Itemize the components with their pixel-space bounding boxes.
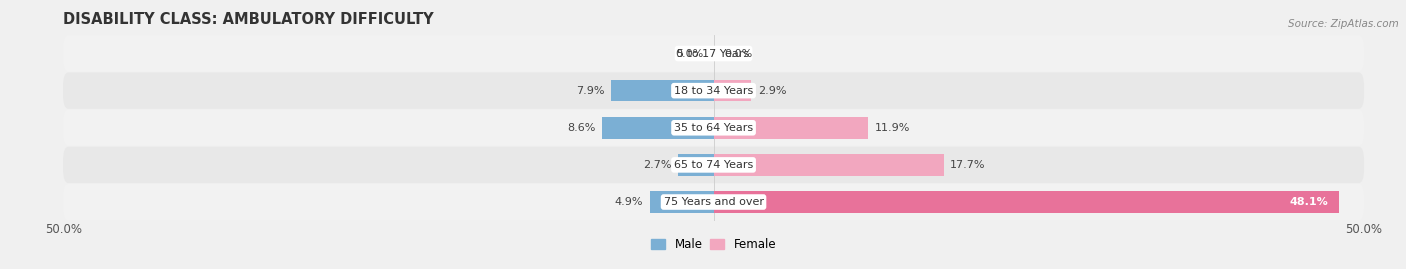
Text: 65 to 74 Years: 65 to 74 Years: [673, 160, 754, 170]
Text: 35 to 64 Years: 35 to 64 Years: [673, 123, 754, 133]
FancyBboxPatch shape: [63, 184, 1364, 220]
Bar: [713, 80, 751, 101]
FancyBboxPatch shape: [63, 109, 1364, 146]
Bar: [602, 117, 713, 139]
FancyBboxPatch shape: [63, 35, 1364, 72]
Text: 5 to 17 Years: 5 to 17 Years: [678, 48, 749, 59]
FancyBboxPatch shape: [63, 72, 1364, 109]
Bar: [610, 80, 713, 101]
Text: 0.0%: 0.0%: [675, 48, 703, 59]
Text: 11.9%: 11.9%: [875, 123, 910, 133]
Text: DISABILITY CLASS: AMBULATORY DIFFICULTY: DISABILITY CLASS: AMBULATORY DIFFICULTY: [63, 12, 434, 27]
Bar: [679, 154, 713, 176]
Legend: Male, Female: Male, Female: [647, 233, 780, 256]
Text: 4.9%: 4.9%: [614, 197, 644, 207]
Text: 75 Years and over: 75 Years and over: [664, 197, 763, 207]
Text: 8.6%: 8.6%: [567, 123, 595, 133]
Text: 2.7%: 2.7%: [644, 160, 672, 170]
Text: 18 to 34 Years: 18 to 34 Years: [673, 86, 754, 96]
Text: 7.9%: 7.9%: [576, 86, 605, 96]
Bar: [713, 154, 943, 176]
Text: 17.7%: 17.7%: [950, 160, 986, 170]
Text: 48.1%: 48.1%: [1289, 197, 1329, 207]
Text: 2.9%: 2.9%: [758, 86, 786, 96]
FancyBboxPatch shape: [63, 147, 1364, 183]
Bar: [713, 191, 1339, 213]
Bar: [713, 117, 869, 139]
Text: Source: ZipAtlas.com: Source: ZipAtlas.com: [1288, 19, 1399, 29]
Text: 0.0%: 0.0%: [724, 48, 752, 59]
Bar: [650, 191, 713, 213]
